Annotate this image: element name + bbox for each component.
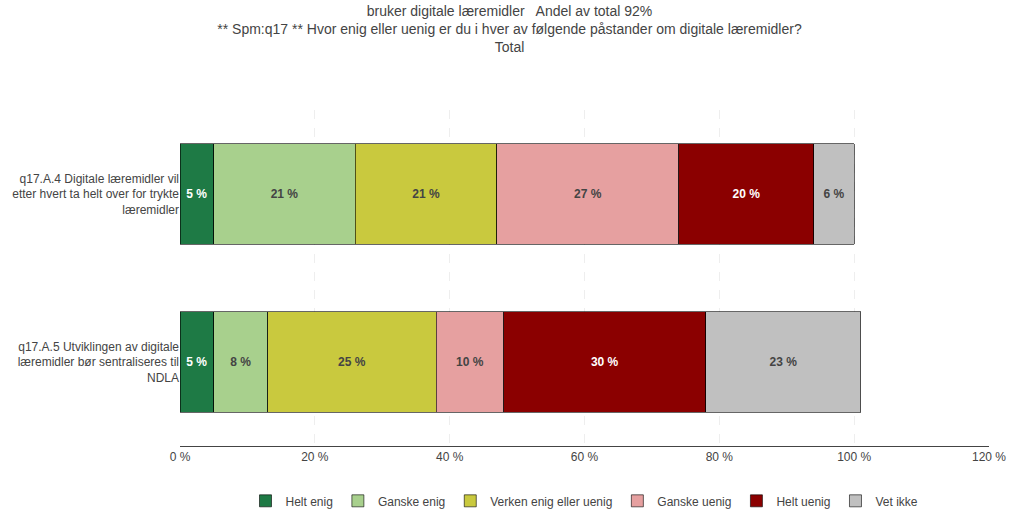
svg-text:100 %: 100 %: [837, 450, 871, 464]
svg-text:0 %: 0 %: [170, 450, 191, 464]
svg-text:q17.A.5 Utviklingen av digital: q17.A.5 Utviklingen av digitalelæremidle…: [18, 340, 180, 385]
svg-text:Verken enig eller uenig: Verken enig eller uenig: [490, 495, 612, 509]
svg-text:30 %: 30 %: [591, 355, 619, 369]
svg-text:20 %: 20 %: [301, 450, 329, 464]
svg-text:5 %: 5 %: [186, 355, 207, 369]
svg-text:40 %: 40 %: [436, 450, 464, 464]
svg-text:60 %: 60 %: [571, 450, 599, 464]
svg-text:120 %: 120 %: [972, 450, 1006, 464]
svg-text:8 %: 8 %: [230, 355, 251, 369]
svg-text:q17.A.4 Digitale læremidler vi: q17.A.4 Digitale læremidler viletter hve…: [12, 172, 179, 217]
svg-text:10 %: 10 %: [456, 355, 484, 369]
svg-text:25 %: 25 %: [338, 355, 366, 369]
svg-text:bruker digitale læremidler A: bruker digitale læremidler Andel av tota…: [217, 3, 802, 55]
svg-text:Helt enig: Helt enig: [286, 495, 333, 509]
svg-text:5 %: 5 %: [186, 187, 207, 201]
svg-text:23 %: 23 %: [770, 355, 798, 369]
svg-text:Vet ikke: Vet ikke: [875, 495, 917, 509]
svg-text:21 %: 21 %: [271, 187, 299, 201]
svg-text:21 %: 21 %: [412, 187, 440, 201]
svg-text:80 %: 80 %: [706, 450, 734, 464]
svg-text:20 %: 20 %: [732, 187, 760, 201]
svg-text:Ganske enig: Ganske enig: [378, 495, 445, 509]
svg-text:Helt uenig: Helt uenig: [776, 495, 830, 509]
svg-text:27 %: 27 %: [574, 187, 602, 201]
svg-text:Ganske uenig: Ganske uenig: [657, 495, 731, 509]
svg-text:6 %: 6 %: [823, 187, 844, 201]
